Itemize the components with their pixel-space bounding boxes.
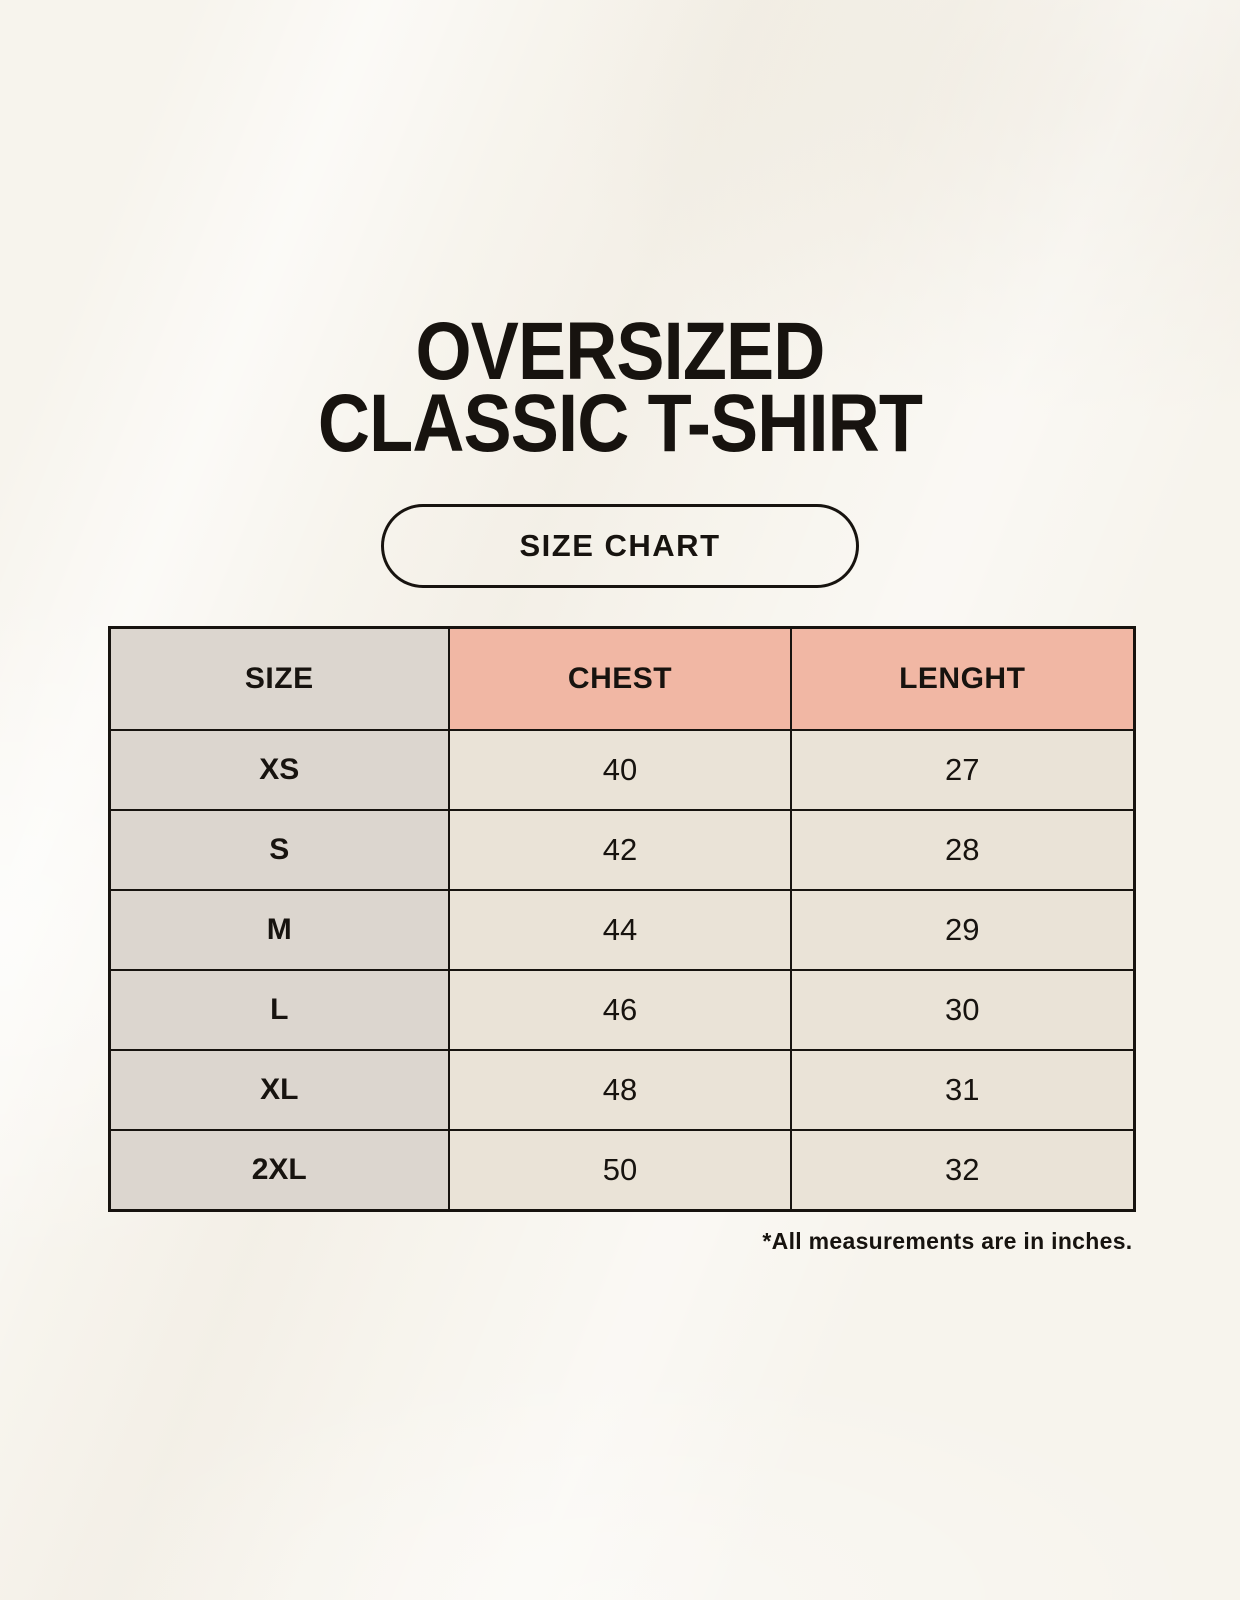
table-row: M 44 29 (108, 889, 1135, 972)
table-row: XS 40 27 (108, 729, 1135, 812)
size-label-cell: M (108, 889, 450, 972)
length-value-cell: 31 (790, 1049, 1135, 1132)
header-cell-chest: CHEST (448, 626, 792, 732)
size-table-header: SIZE CHEST LENGHT (108, 626, 1135, 732)
chest-value-cell: 46 (448, 969, 792, 1052)
table-row: L 46 30 (108, 969, 1135, 1052)
chest-value-cell: 44 (448, 889, 792, 972)
chest-value-cell: 42 (448, 809, 792, 892)
page-content: OVERSIZED CLASSIC T-SHIRT SIZE CHART SIZ… (74, 0, 1165, 1255)
table-row: 2XL 50 32 (108, 1129, 1135, 1212)
chest-value-cell: 40 (448, 729, 792, 812)
length-value-cell: 27 (790, 729, 1135, 812)
length-value-cell: 32 (790, 1129, 1135, 1212)
length-value-cell: 29 (790, 889, 1135, 972)
page-title: OVERSIZED CLASSIC T-SHIRT (74, 0, 1165, 470)
length-value-cell: 30 (790, 969, 1135, 1052)
table-row: S 42 28 (108, 809, 1135, 892)
measurements-footnote: *All measurements are in inches. (762, 1228, 1133, 1255)
chest-value-cell: 50 (448, 1129, 792, 1212)
header-cell-size: SIZE (108, 626, 450, 732)
size-label-cell: 2XL (108, 1129, 450, 1212)
page-title-line-2: CLASSIC T-SHIRT (317, 378, 923, 470)
size-label-cell: XS (108, 729, 450, 812)
size-chart-button-label: SIZE CHART (519, 528, 721, 564)
size-chart-button[interactable]: SIZE CHART (381, 504, 859, 589)
header-cell-lenght: LENGHT (790, 626, 1135, 732)
size-table-body: XS 40 27 S 42 28 M 44 29 L (108, 729, 1135, 1212)
size-table: SIZE CHEST LENGHT XS 40 27 S 42 28 (107, 626, 1136, 1213)
header-row: SIZE CHEST LENGHT (108, 626, 1135, 732)
table-row: XL 48 31 (108, 1049, 1135, 1132)
length-value-cell: 28 (790, 809, 1135, 892)
size-label-cell: XL (108, 1049, 450, 1132)
size-table-container: SIZE CHEST LENGHT XS 40 27 S 42 28 (107, 626, 1136, 1213)
size-label-cell: L (108, 969, 450, 1052)
chest-value-cell: 48 (448, 1049, 792, 1132)
size-label-cell: S (108, 809, 450, 892)
